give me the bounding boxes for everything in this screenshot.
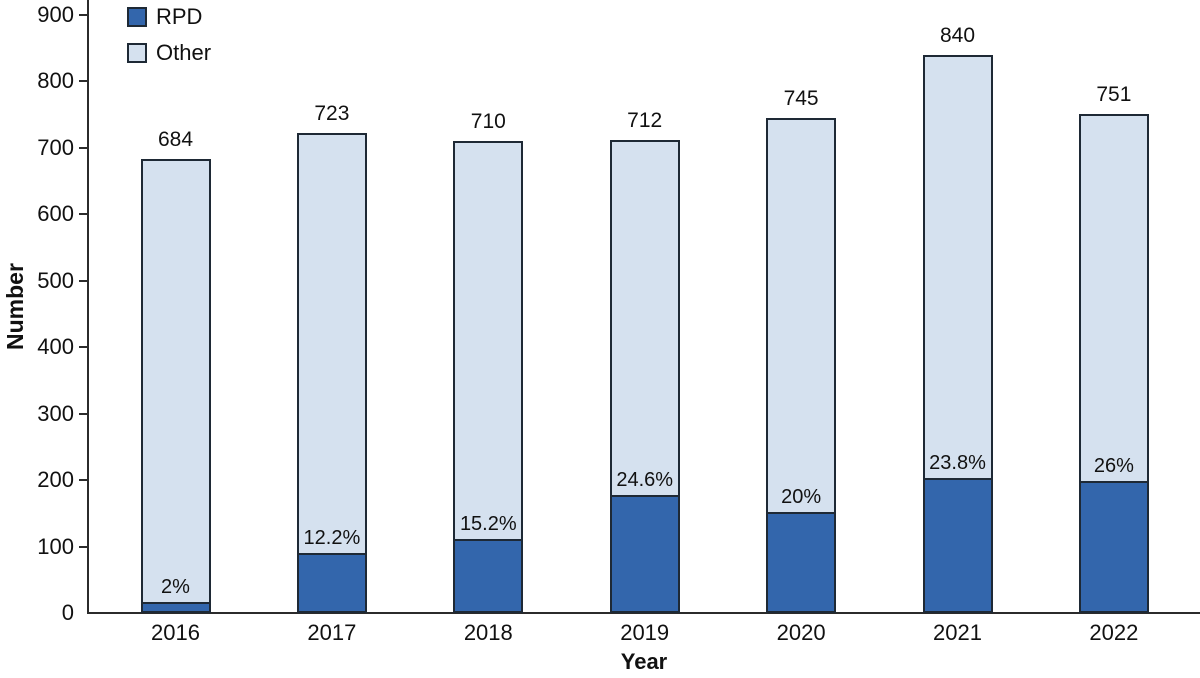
- y-tick-label: 700: [37, 134, 74, 160]
- bar-total-label: 840: [939, 24, 976, 47]
- y-tick-label: 400: [37, 334, 74, 360]
- x-tick-label: 2016: [151, 620, 200, 645]
- x-tick-label: 2019: [620, 620, 670, 645]
- bar-rpd-percent-label: 2%: [161, 576, 190, 598]
- y-tick: [79, 279, 88, 282]
- bar-rpd-percent-label: 26%: [1093, 455, 1134, 477]
- bar-total-label: 723: [314, 102, 350, 125]
- bar-2018: [453, 141, 524, 613]
- bar-rpd-percent-label: 24.6%: [616, 469, 674, 491]
- x-axis-line: [87, 612, 1200, 614]
- y-tick: [79, 14, 88, 16]
- bar-2022: [1078, 114, 1149, 613]
- bar-2017: [296, 133, 367, 613]
- y-tick: [79, 146, 88, 149]
- y-tick-label: 500: [37, 267, 74, 293]
- bar-rpd-percent-label: 20%: [781, 486, 822, 508]
- y-tick-label: 200: [37, 467, 74, 493]
- y-tick-label: 900: [37, 2, 74, 27]
- bar-2019: [609, 140, 680, 613]
- bar-rpd-segment-2016: [142, 602, 209, 611]
- bar-rpd-percent-label: 15.2%: [459, 513, 517, 535]
- y-tick-label: 800: [37, 68, 74, 94]
- bar-rpd-segment-2019: [611, 495, 678, 611]
- bar-2020: [766, 118, 837, 613]
- bar-total-label: 751: [1096, 83, 1132, 106]
- legend-label-rpd: RPD: [156, 4, 203, 29]
- x-tick-label: 2017: [307, 620, 357, 645]
- legend-swatch-rpd-icon: [127, 7, 147, 27]
- legend-entry-other: Other: [127, 40, 211, 66]
- bar-rpd-percent-label: 23.8%: [929, 452, 986, 474]
- x-tick-label: 2021: [933, 620, 982, 645]
- y-tick-label: 100: [37, 533, 74, 559]
- legend-entry-rpd: RPD: [127, 4, 211, 30]
- bar-rpd-segment-2017: [298, 553, 365, 611]
- bar-rpd-segment-2022: [1080, 481, 1147, 611]
- legend-label-other: Other: [156, 40, 212, 65]
- bar-2021: [922, 55, 993, 613]
- y-tick: [79, 346, 88, 349]
- y-tick: [79, 545, 88, 548]
- y-tick-label: 600: [37, 201, 74, 227]
- bar-total-label: 745: [783, 87, 819, 110]
- bar-rpd-segment-2021: [924, 478, 991, 611]
- bar-total-label: 684: [157, 128, 194, 151]
- x-tick-label: 2022: [1089, 620, 1139, 645]
- bar-rpd-percent-label: 12.2%: [303, 527, 361, 549]
- y-tick: [79, 80, 88, 83]
- bar-rpd-segment-2018: [455, 539, 522, 611]
- legend: RPD Other: [127, 4, 211, 76]
- bar-total-label: 712: [627, 109, 663, 132]
- y-tick-label: 300: [37, 400, 74, 426]
- y-tick: [79, 412, 88, 415]
- x-tick-label: 2020: [776, 620, 826, 645]
- bar-2016: [140, 159, 211, 613]
- y-tick-label: 0: [61, 600, 74, 625]
- y-axis-line: [87, 0, 89, 614]
- y-tick: [79, 479, 88, 482]
- x-tick-label: 2018: [463, 620, 513, 645]
- bar-rpd-segment-2020: [768, 512, 835, 611]
- y-tick: [79, 213, 88, 216]
- legend-swatch-other-icon: [127, 43, 147, 63]
- x-axis-title: Year: [620, 649, 668, 674]
- bar-total-label: 710: [470, 110, 506, 133]
